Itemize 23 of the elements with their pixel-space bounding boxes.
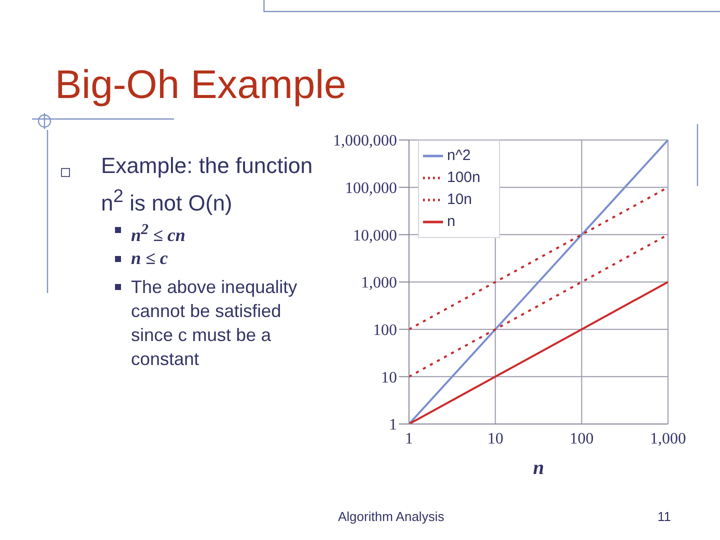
y-tick-label: 100,000	[345, 180, 397, 198]
text: Example: the function n$^{2}$ is not O(n)	[101, 152, 314, 218]
x-axis-title: n	[532, 457, 544, 479]
text: The above inequality cannot be satisfied since c must be a constant	[131, 276, 298, 371]
text: 11	[656, 508, 671, 526]
legend-label: 10n	[447, 191, 472, 208]
y-tick-label: 1,000,000	[333, 132, 397, 150]
text: n$^{2}$ ≤ cn	[131, 221, 186, 247]
chart-title: Big-Oh Example	[55, 62, 346, 109]
y-tick-label: 1	[389, 416, 397, 434]
legend-label: n	[447, 213, 456, 230]
y-tick-label: 100	[373, 322, 397, 340]
text: Algorithm Analysis	[338, 508, 446, 526]
y-tick-label: 10,000	[353, 227, 397, 244]
y-tick-label: 10	[381, 369, 397, 386]
text: n ≤ c	[131, 247, 169, 270]
x-tick-label: 1	[405, 430, 413, 448]
x-tick-label: 1,000	[650, 430, 686, 448]
legend-label: 100n	[447, 169, 480, 186]
x-tick-label: 100	[570, 430, 594, 448]
x-tick-label: 10	[487, 430, 504, 448]
y-tick-label: 1,000	[361, 274, 397, 292]
legend-label: n^2	[447, 147, 471, 164]
